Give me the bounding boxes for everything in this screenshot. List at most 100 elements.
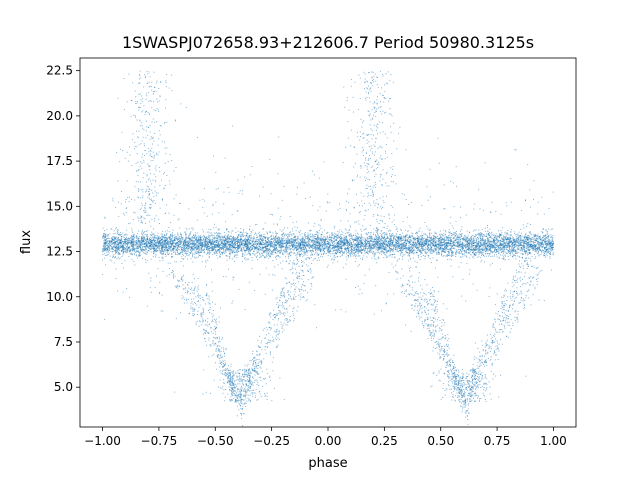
data-point	[460, 234, 461, 235]
data-point	[378, 239, 380, 241]
data-point	[384, 240, 386, 242]
data-point	[521, 239, 523, 241]
data-point	[167, 241, 169, 243]
data-point	[240, 245, 241, 247]
data-point	[375, 239, 377, 241]
data-point	[548, 242, 550, 243]
data-point	[163, 245, 165, 247]
data-point	[339, 243, 341, 245]
data-point	[548, 250, 550, 252]
data-point	[471, 243, 473, 245]
data-point	[295, 242, 297, 244]
data-point	[168, 243, 170, 245]
data-point	[223, 248, 224, 250]
data-point	[188, 234, 190, 236]
data-point	[126, 236, 127, 238]
data-point	[503, 238, 505, 240]
data-point	[460, 262, 462, 264]
data-point	[400, 238, 402, 240]
data-point	[177, 254, 179, 256]
data-point	[478, 235, 480, 237]
data-point	[431, 232, 433, 234]
data-point	[285, 244, 287, 246]
data-point	[526, 241, 527, 242]
data-point	[401, 237, 403, 239]
data-point	[130, 236, 132, 238]
data-point	[357, 245, 359, 246]
data-point	[455, 231, 457, 232]
data-point	[436, 236, 438, 238]
data-point	[410, 266, 412, 268]
data-point	[297, 247, 299, 249]
data-point	[128, 243, 130, 245]
data-point	[544, 248, 546, 250]
data-point	[113, 255, 115, 257]
data-point	[320, 249, 322, 251]
data-point	[446, 235, 448, 237]
data-point	[265, 249, 267, 250]
data-point	[194, 257, 196, 259]
data-point	[174, 239, 176, 241]
data-point	[355, 254, 357, 256]
data-point	[190, 238, 192, 240]
data-point	[418, 231, 420, 232]
data-point	[490, 243, 492, 245]
data-point	[185, 249, 187, 251]
data-point	[386, 251, 388, 253]
data-point	[548, 248, 550, 250]
data-point	[406, 239, 408, 240]
data-point	[288, 253, 290, 255]
data-point	[340, 245, 342, 247]
data-point	[114, 237, 116, 239]
data-point	[499, 233, 500, 235]
data-point	[226, 235, 228, 237]
data-point	[552, 236, 554, 238]
data-point	[438, 253, 440, 255]
data-point	[493, 244, 495, 246]
data-point	[333, 245, 335, 247]
data-point	[231, 214, 233, 216]
data-point	[491, 201, 493, 203]
data-point	[207, 321, 209, 323]
data-point	[415, 247, 417, 249]
data-point	[481, 234, 483, 235]
data-point	[204, 247, 206, 249]
data-point	[506, 249, 508, 251]
data-point	[386, 233, 388, 235]
data-point	[242, 233, 244, 235]
data-point	[345, 278, 347, 280]
data-point	[450, 233, 452, 234]
data-point	[466, 255, 468, 257]
data-point	[142, 257, 144, 259]
data-point	[350, 252, 352, 254]
data-point	[442, 239, 444, 241]
data-point	[255, 242, 257, 244]
data-point	[247, 235, 249, 237]
data-point	[293, 244, 295, 246]
data-point	[295, 236, 297, 238]
data-point	[495, 242, 497, 244]
data-point	[256, 234, 258, 236]
data-point	[481, 243, 482, 245]
data-point	[175, 194, 177, 196]
data-point	[468, 246, 470, 248]
data-point	[481, 232, 483, 234]
data-point	[519, 240, 521, 242]
data-point	[502, 252, 504, 254]
data-point	[475, 244, 477, 246]
data-point	[315, 234, 317, 236]
data-point	[327, 238, 329, 240]
data-point	[105, 245, 106, 247]
data-point	[365, 228, 367, 230]
data-point	[102, 234, 104, 236]
data-point	[327, 193, 329, 195]
data-point	[251, 231, 253, 233]
data-point	[272, 235, 274, 237]
data-point	[384, 245, 386, 247]
data-point	[425, 238, 427, 240]
data-point	[333, 255, 335, 257]
data-point	[329, 251, 330, 253]
data-point	[110, 250, 112, 252]
data-point	[374, 258, 376, 260]
data-point	[491, 231, 493, 233]
